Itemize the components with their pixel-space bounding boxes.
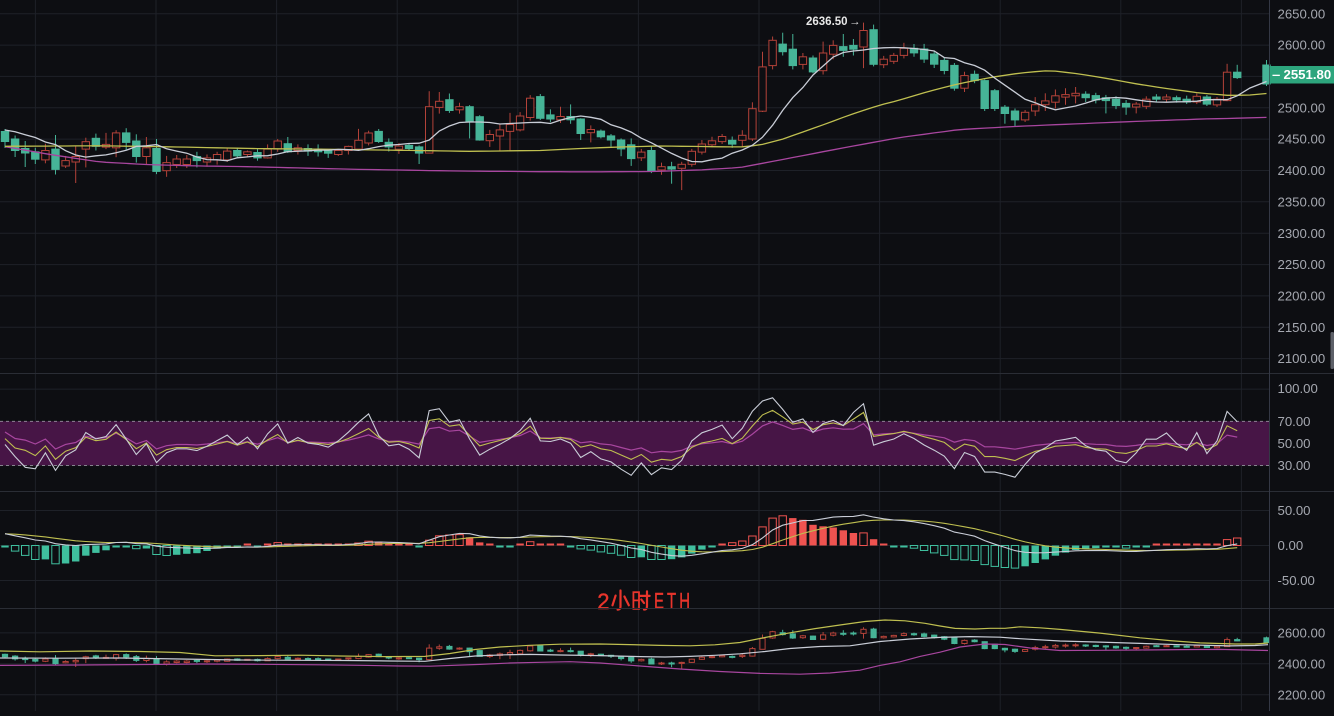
svg-text:2600.00: 2600.00 xyxy=(1278,626,1326,641)
svg-text:100.00: 100.00 xyxy=(1278,381,1318,396)
svg-text:ETH: ETH xyxy=(654,589,693,614)
svg-text:2400.00: 2400.00 xyxy=(1278,163,1326,178)
svg-text:-50.00: -50.00 xyxy=(1278,573,1315,588)
svg-text:2100.00: 2100.00 xyxy=(1278,351,1326,366)
svg-text:2636.50: 2636.50 xyxy=(806,16,848,28)
svg-text:→: → xyxy=(849,16,861,28)
svg-text:2200.00: 2200.00 xyxy=(1278,289,1326,304)
svg-text:2650.00: 2650.00 xyxy=(1278,6,1326,21)
svg-text:‒ 2551.80: ‒ 2551.80 xyxy=(1272,67,1332,82)
svg-text:2200.00: 2200.00 xyxy=(1278,687,1326,702)
svg-text:30.00: 30.00 xyxy=(1278,458,1311,473)
svg-text:2: 2 xyxy=(597,589,609,614)
svg-text:2350.00: 2350.00 xyxy=(1278,194,1326,209)
svg-text:2450.00: 2450.00 xyxy=(1278,132,1326,147)
svg-text:50.00: 50.00 xyxy=(1278,503,1311,518)
svg-text:70.00: 70.00 xyxy=(1278,414,1311,429)
svg-text:2400.00: 2400.00 xyxy=(1278,656,1326,671)
svg-text:2250.00: 2250.00 xyxy=(1278,257,1326,272)
svg-text:2600.00: 2600.00 xyxy=(1278,38,1326,53)
svg-text:50.00: 50.00 xyxy=(1278,436,1311,451)
svg-text:2300.00: 2300.00 xyxy=(1278,226,1326,241)
svg-text:2500.00: 2500.00 xyxy=(1278,100,1326,115)
svg-text:0.00: 0.00 xyxy=(1278,538,1304,553)
svg-text:2150.00: 2150.00 xyxy=(1278,320,1326,335)
